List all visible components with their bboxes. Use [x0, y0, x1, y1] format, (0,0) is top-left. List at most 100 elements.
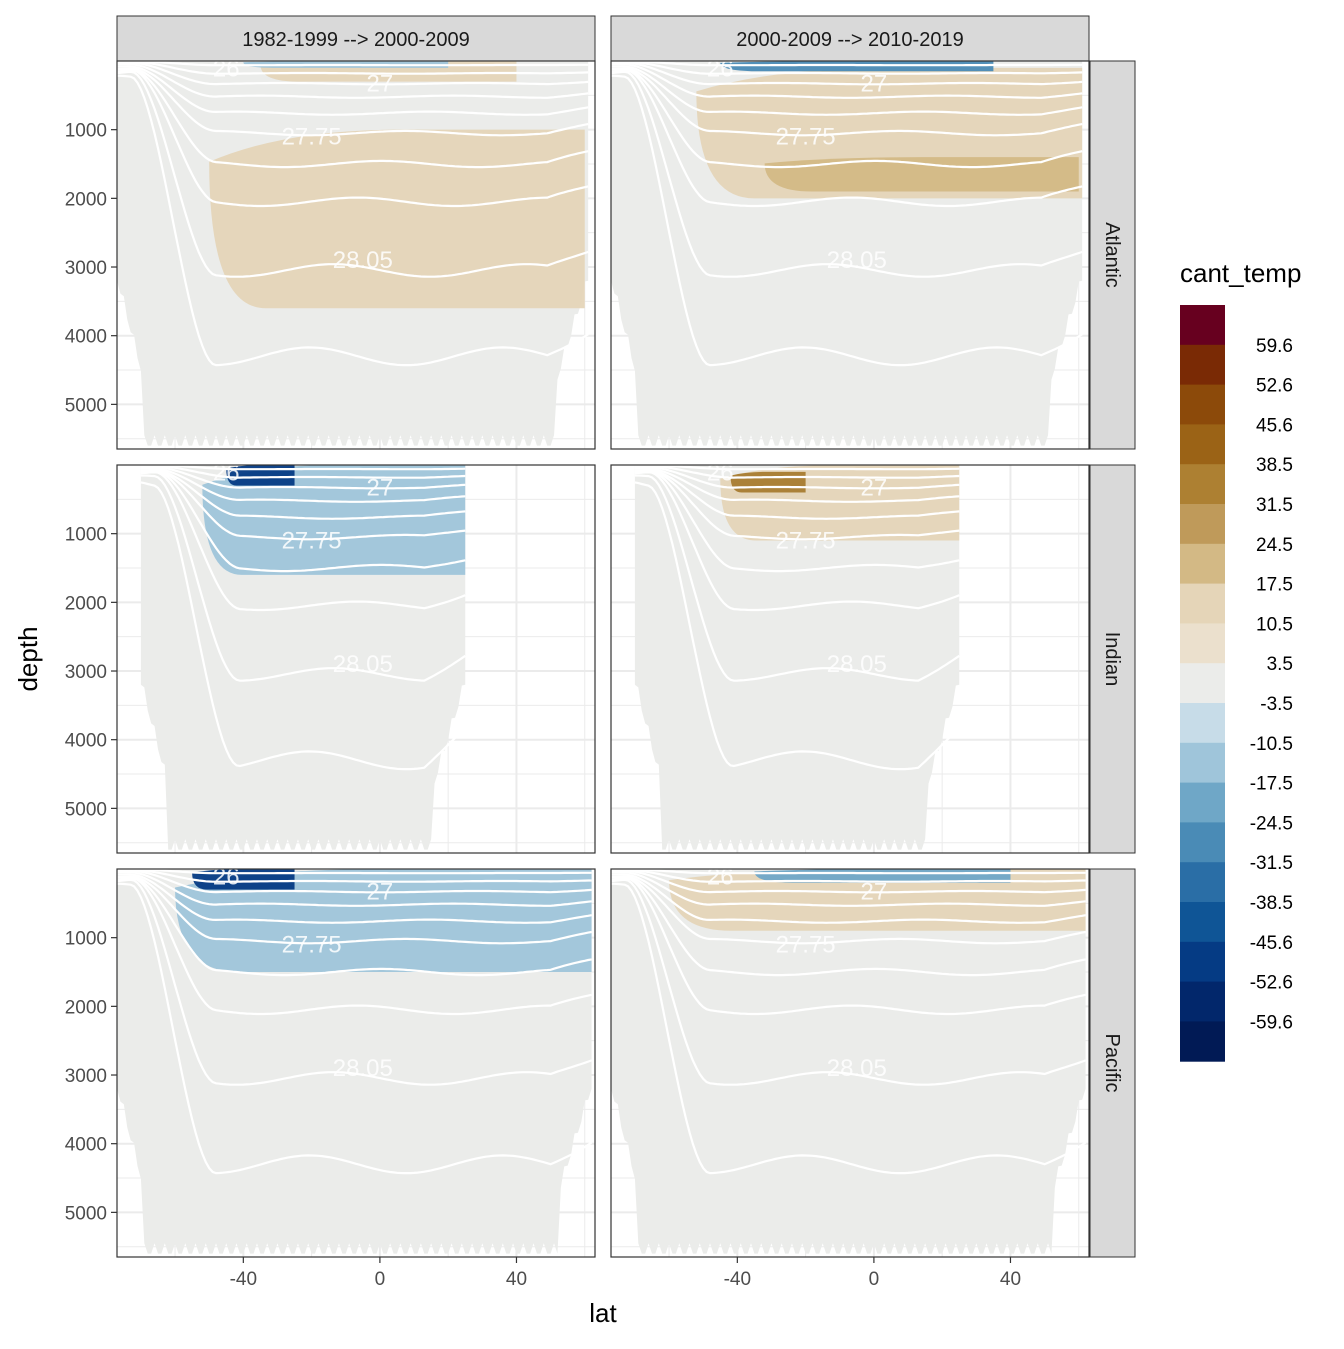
isopycnal-line — [140, 467, 466, 503]
y-tick-label: 1000 — [65, 929, 107, 950]
contour-label: 27.75 — [776, 124, 836, 151]
legend-label: 31.5 — [1256, 495, 1293, 516]
contour-labels: 26 27 27.75 28.05 — [213, 61, 394, 274]
panel-atlantic-2: 26 27 27.75 28.05 — [610, 56, 1090, 450]
isopycnal-line — [117, 62, 589, 99]
isopycnal-line — [117, 869, 592, 883]
contour-labels: 26 27 27.75 28.05 — [213, 465, 393, 678]
legend-swatch — [1180, 663, 1225, 704]
isopycnal-line — [611, 877, 1086, 1016]
isopycnal-line — [117, 870, 592, 907]
contour-labels: 26 27 27.75 28.05 — [707, 864, 888, 1082]
legend-label: -31.5 — [1250, 853, 1293, 874]
strip-row-atlantic: Atlantic — [1101, 222, 1123, 288]
contour-label: 26 — [707, 864, 734, 891]
legend-swatch — [1180, 623, 1225, 664]
x-tick-label: 40 — [506, 1269, 527, 1290]
isopycnal-line — [140, 481, 467, 771]
isopycnal-line — [611, 61, 1083, 86]
isopycnal-line — [140, 465, 466, 490]
contour-label: 28.05 — [333, 247, 393, 274]
legend-swatch — [1180, 583, 1225, 624]
isopycnal-line — [117, 61, 589, 75]
legend-label: 38.5 — [1256, 455, 1293, 476]
y-tick-label: 3000 — [65, 258, 107, 279]
panel-border — [116, 464, 596, 854]
x-tick-label: -40 — [230, 1269, 257, 1290]
panel-border — [116, 868, 596, 1258]
panel-border — [610, 868, 1090, 1258]
strip-row-indian: Indian — [1101, 632, 1123, 687]
strip-column-2: 2000-2009 --> 2010-2019 — [736, 29, 963, 51]
isopycnal-line — [634, 469, 960, 520]
legend-label: -45.6 — [1250, 933, 1293, 954]
isopycnal-line — [140, 465, 466, 471]
legend-label: -59.6 — [1250, 1012, 1293, 1033]
isopycnal-line — [611, 62, 1083, 99]
y-axis-ticks: 1000 2000 3000 4000 5000 1000 2000 3000 4000 5000… — [65, 121, 117, 1224]
isopycnal-line — [634, 465, 960, 479]
legend-label: -52.6 — [1250, 973, 1293, 994]
anomaly-patch-positive — [730, 471, 806, 493]
legend-swatch — [1180, 822, 1225, 863]
contour-label: 27.75 — [282, 124, 342, 151]
isopycnal-line — [611, 873, 1086, 924]
isopycnal-contours — [611, 61, 1083, 367]
anomaly-patch-positive — [669, 869, 1086, 931]
isopycnal-line — [117, 61, 589, 67]
legend-swatch — [1180, 384, 1225, 425]
isopycnal-line — [117, 67, 589, 137]
strip-row-pacific: Pacific — [1101, 1034, 1123, 1093]
panel-pacific-2: 26 27 27.75 28.05 — [610, 864, 1090, 1258]
isopycnal-contours — [140, 465, 467, 771]
isopycnal-line — [611, 61, 1083, 75]
x-tick-label: 40 — [1000, 1269, 1021, 1290]
isopycnal-line — [140, 471, 466, 612]
isopycnal-line — [611, 878, 1086, 1086]
contour-label: 28.05 — [333, 651, 393, 678]
contour-label: 27 — [367, 71, 394, 98]
isopycnal-line — [117, 69, 589, 208]
legend-label: 24.5 — [1256, 535, 1293, 556]
legend-swatch — [1180, 305, 1225, 346]
isopycnal-line — [117, 869, 592, 875]
legend-swatch — [1180, 981, 1225, 1022]
y-tick-label: 5000 — [65, 799, 107, 820]
y-axis-title: depth — [13, 626, 43, 691]
isopycnal-line — [634, 474, 960, 682]
isopycnal-line — [140, 474, 466, 682]
isopycnal-line — [140, 470, 466, 573]
isopycnal-line — [634, 465, 960, 490]
y-tick-label: 4000 — [65, 327, 107, 348]
x-tick-label: -40 — [724, 1269, 751, 1290]
panel-indian-1: 26 27 27.75 28.05 — [116, 464, 596, 854]
panel-border — [116, 60, 596, 450]
isopycnal-line — [611, 70, 1083, 278]
y-tick-label: 3000 — [65, 1066, 107, 1087]
isopycnal-line — [117, 70, 589, 278]
isopycnal-contours — [117, 61, 589, 367]
legend-label: 45.6 — [1256, 415, 1293, 436]
isopycnal-line — [117, 869, 592, 894]
legend-label: 17.5 — [1256, 575, 1293, 596]
y-tick-label: 4000 — [65, 731, 107, 752]
column-strips: 1982-1999 --> 2000-2009 2000-2009 --> 20… — [116, 15, 1090, 62]
contour-label: 26 — [707, 460, 734, 487]
isopycnal-line — [634, 470, 960, 573]
isopycnal-line — [140, 470, 466, 541]
contour-label: 28.05 — [827, 247, 887, 274]
isopycnal-line — [117, 74, 589, 367]
x-tick-label: 0 — [375, 1269, 386, 1290]
anomaly-patch-negative — [202, 465, 466, 575]
contour-label: 26 — [707, 56, 734, 83]
y-tick-label: 2000 — [65, 997, 107, 1018]
x-axis-ticks: -40 0 40 -40 0 40 — [230, 1257, 1021, 1290]
isopycnal-line — [611, 877, 1086, 977]
contour-label: 27 — [861, 879, 888, 906]
contour-label: 27 — [367, 879, 394, 906]
legend-label: 10.5 — [1256, 614, 1293, 635]
y-tick-label: 5000 — [65, 1203, 107, 1224]
contour-labels: 26 27 27.75 28.05 — [213, 869, 394, 1082]
isopycnal-line — [634, 481, 961, 771]
